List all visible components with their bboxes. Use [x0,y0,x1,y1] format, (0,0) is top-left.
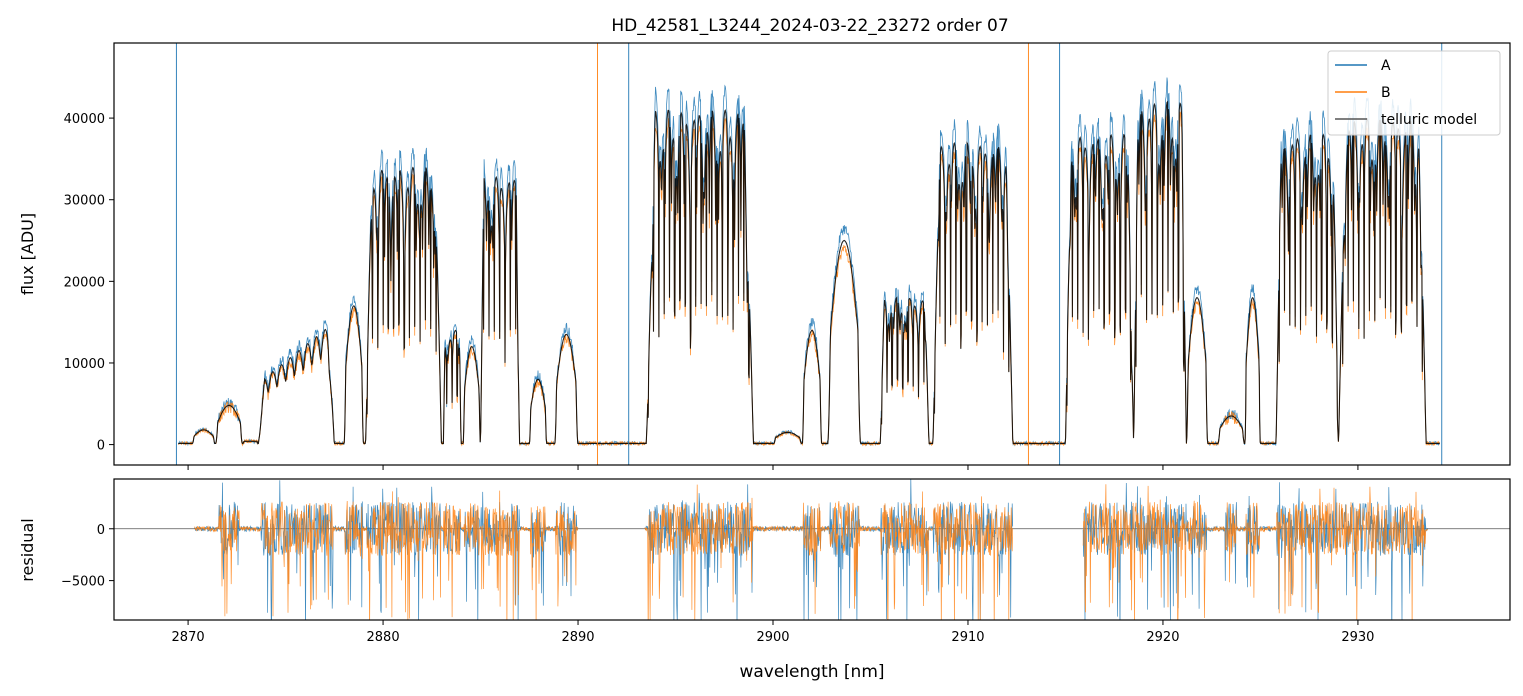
flux-y-tick-label: 30000 [64,194,105,209]
residual-y-tick-label: 0 [97,523,105,538]
x-tick-label: 2880 [367,630,400,645]
x-axis-label: wavelength [nm] [739,662,884,682]
x-tick-label: 2870 [172,630,205,645]
x-tick-label: 2910 [951,630,984,645]
flux-axes-frame [113,42,1511,466]
flux-y-axis-label: flux [ADU] [18,213,37,295]
x-tick-label: 2920 [1146,630,1179,645]
residual-y-ticks: 0 −5000 [61,523,114,590]
legend: A B telluric model [1327,50,1501,136]
legend-label-a: A [1381,58,1391,74]
flux-x-ticks [187,465,1359,470]
x-tick-label: 2930 [1341,630,1374,645]
residual-series-b [194,484,1429,620]
legend-box [1327,50,1501,136]
residual-x-ticks: 2870 2880 2890 2900 2910 2920 2930 [172,620,1374,645]
flux-panel: 0 10000 20000 30000 40000 flux [ADU] A B tel… [18,42,1511,470]
chart-title: HD_42581_L3244_2024-03-22_23272 order 07 [611,16,1008,36]
flux-y-tick-label: 40000 [64,112,105,127]
flux-y-tick-label: 0 [97,439,105,454]
residual-plot-area [114,479,1510,620]
x-tick-label: 2890 [561,630,594,645]
legend-label-b: B [1381,85,1391,101]
flux-series-telluric-model [178,100,1440,444]
x-tick-label: 2900 [756,630,789,645]
flux-y-tick-label: 20000 [64,275,105,290]
flux-y-tick-label: 10000 [64,357,105,372]
flux-y-ticks: 0 10000 20000 30000 40000 [64,112,114,454]
legend-label-model: telluric model [1381,112,1477,128]
residual-y-tick-label: −5000 [61,575,105,590]
residual-panel: 0 −5000 2870 2880 2890 2900 2910 2920 2930 resi… [18,478,1511,682]
flux-plot-area [175,43,1443,465]
residual-y-axis-label: residual [18,518,37,581]
residual-axes-frame [113,478,1511,621]
